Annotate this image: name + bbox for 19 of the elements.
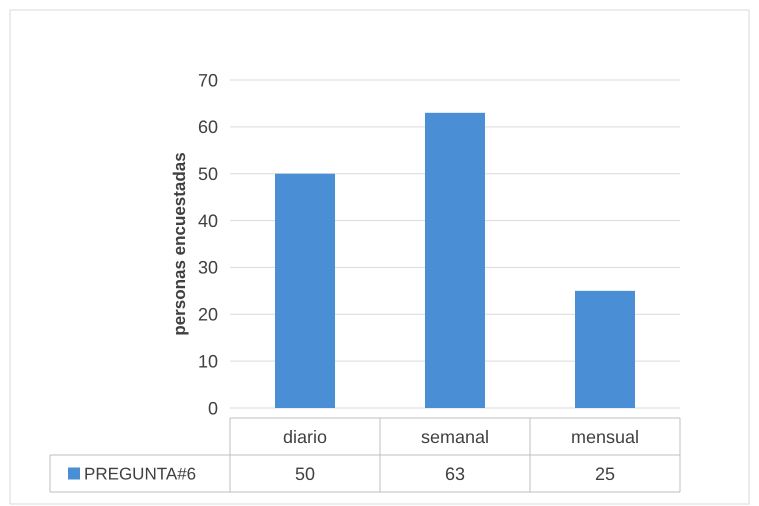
y-tick-label: 20 xyxy=(198,304,218,325)
y-axis-title: personas encuestadas xyxy=(170,152,189,336)
data-label: 25 xyxy=(594,464,616,484)
y-tick-label: 30 xyxy=(198,258,218,278)
bar xyxy=(425,112,485,408)
x-tick-label: semanal xyxy=(420,426,490,447)
x-tick-label: diario xyxy=(282,426,328,447)
legend-label: PREGUNTA#6 xyxy=(84,464,196,484)
data-label: 50 xyxy=(294,464,316,484)
y-tick-label: 0 xyxy=(208,398,218,418)
y-tick-label: 70 xyxy=(198,70,218,90)
data-label: 63 xyxy=(444,464,466,484)
y-tick-label: 50 xyxy=(198,164,218,184)
y-tick-label: 10 xyxy=(198,351,218,372)
y-tick-label: 60 xyxy=(198,117,218,138)
y-tick-label: 40 xyxy=(198,210,218,231)
x-tick-label: mensual xyxy=(570,426,640,447)
bar xyxy=(575,290,635,408)
bar xyxy=(275,174,335,408)
